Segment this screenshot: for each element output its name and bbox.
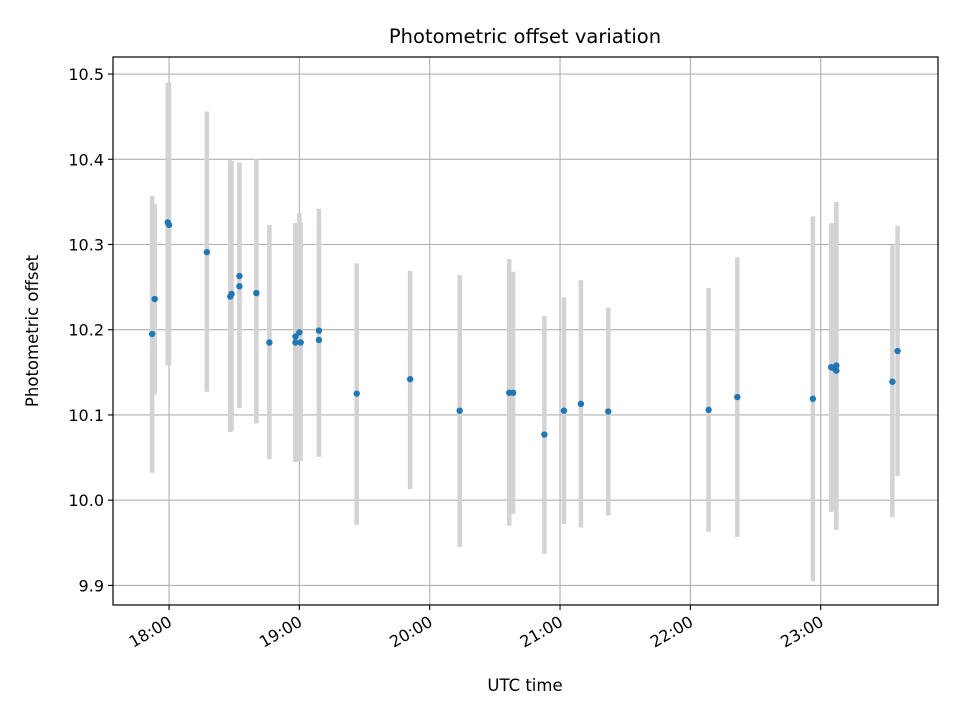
data-point bbox=[203, 248, 211, 256]
data-point bbox=[266, 339, 273, 346]
data-point bbox=[833, 362, 840, 369]
y-tick-label: 10.2 bbox=[68, 321, 104, 340]
data-point bbox=[605, 408, 612, 415]
y-axis-title: Photometric offset bbox=[23, 254, 42, 407]
data-point bbox=[809, 395, 817, 402]
data-point bbox=[541, 431, 548, 438]
data-point bbox=[292, 339, 299, 346]
y-axis: 9.9 10.0 10.1 10.2 10.3 10.4 10.5 bbox=[68, 65, 113, 595]
data-point bbox=[236, 283, 243, 290]
data-points bbox=[148, 219, 901, 438]
data-point bbox=[151, 295, 158, 303]
data-point bbox=[148, 330, 156, 338]
data-point bbox=[292, 333, 299, 340]
data-point bbox=[889, 378, 896, 385]
x-axis-title: UTC time bbox=[487, 676, 562, 695]
data-point bbox=[560, 407, 568, 414]
data-point bbox=[165, 221, 173, 229]
y-tick-label: 9.9 bbox=[79, 576, 104, 595]
y-tick-label: 10.5 bbox=[68, 65, 104, 84]
chart-title: Photometric offset variation bbox=[389, 25, 661, 48]
y-tick-label: 10.0 bbox=[68, 491, 104, 510]
data-point bbox=[833, 367, 840, 374]
y-tick-label: 10.1 bbox=[68, 406, 104, 425]
y-tick-label: 10.3 bbox=[68, 235, 104, 254]
plot-frame bbox=[112, 56, 939, 606]
data-point bbox=[734, 393, 741, 401]
data-point bbox=[509, 389, 517, 396]
data-point bbox=[406, 375, 414, 383]
data-point bbox=[228, 290, 235, 298]
data-point bbox=[253, 289, 260, 297]
y-tick-label: 10.4 bbox=[68, 150, 104, 169]
data-point bbox=[456, 407, 463, 414]
data-point bbox=[315, 327, 323, 334]
data-point bbox=[705, 406, 712, 414]
data-point bbox=[297, 339, 304, 346]
data-point bbox=[236, 272, 243, 280]
data-point bbox=[894, 347, 901, 355]
data-point bbox=[577, 400, 585, 408]
data-point bbox=[315, 336, 323, 344]
data-point bbox=[353, 390, 360, 397]
data-point bbox=[296, 329, 303, 336]
